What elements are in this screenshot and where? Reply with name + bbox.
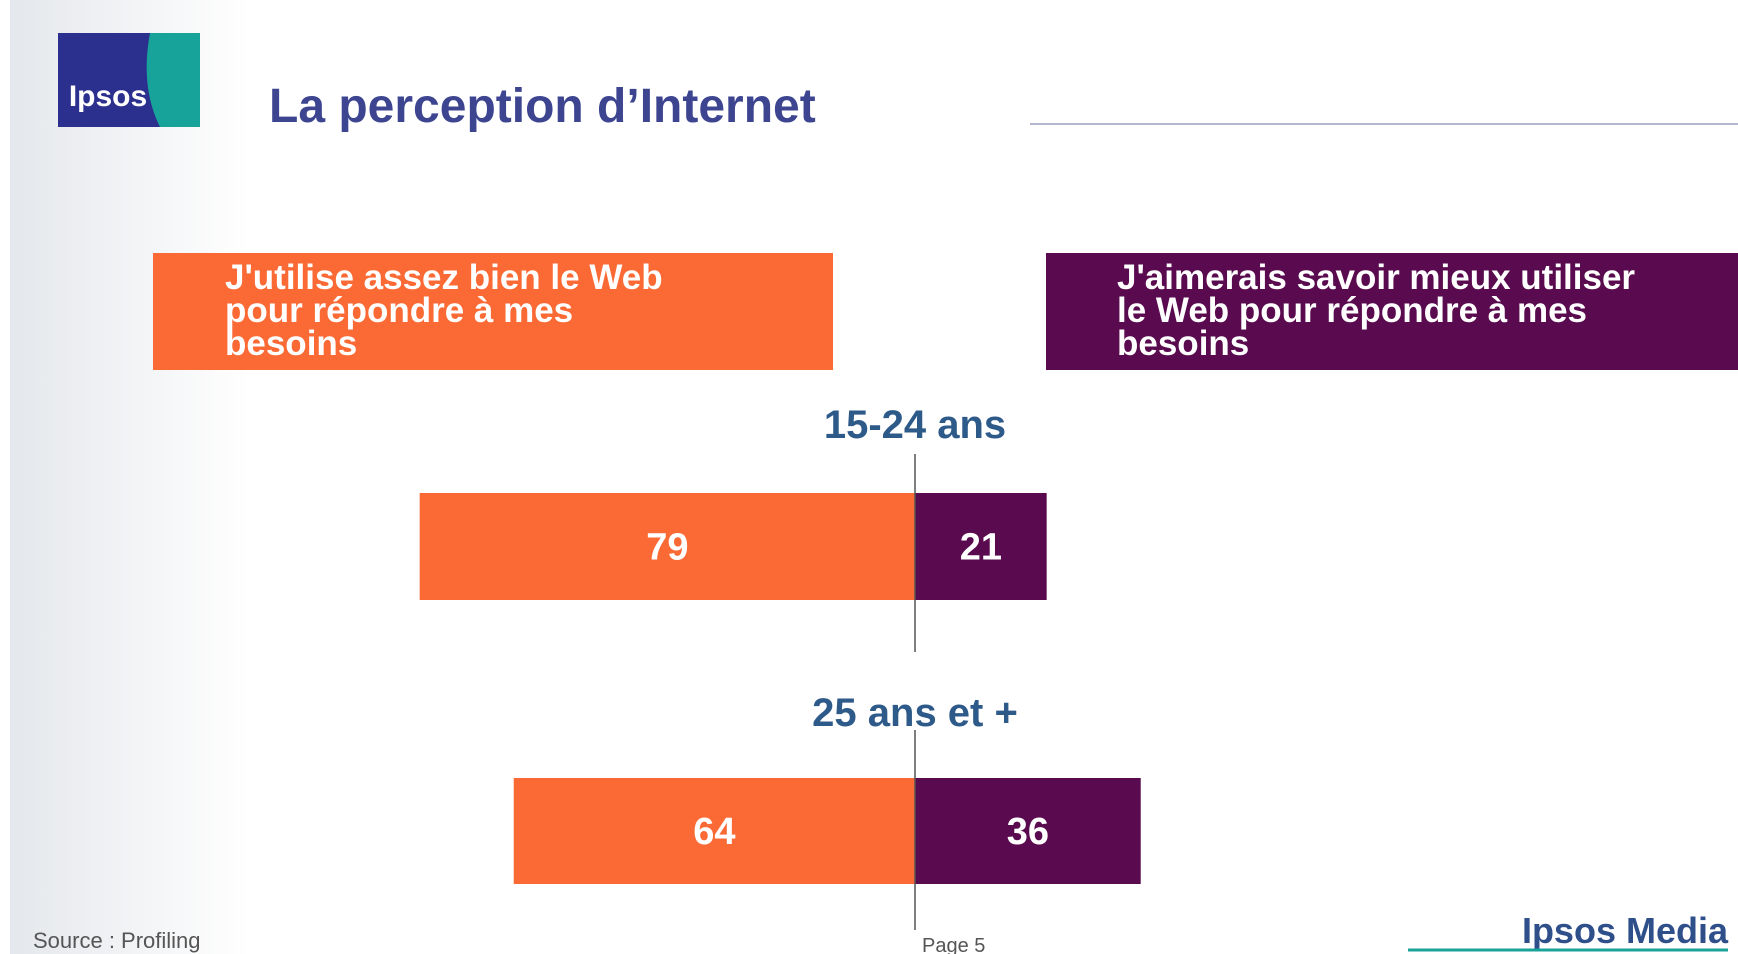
brand: Ipsos Media (1522, 910, 1729, 951)
logo-text: Ipsos (69, 80, 147, 113)
page-number: Page 5 (922, 935, 985, 954)
value-label: 21 (960, 527, 1002, 569)
chart: Ipsos La perception d’Internet Source : … (0, 0, 1738, 954)
source: Source : Profiling (33, 928, 201, 953)
category-label: 25 ans et + (812, 691, 1018, 735)
legend-item: J'utilise assez bien le Web pour répondr… (153, 253, 833, 370)
logo-accent (147, 33, 200, 127)
side-decoration (10, 0, 250, 954)
category-label: 15-24 ans (824, 403, 1006, 447)
value-label: 36 (1007, 811, 1049, 853)
chart-title: La perception d’Internet (269, 80, 816, 133)
value-label: 79 (646, 527, 688, 569)
legend-item: J'aimerais savoir mieux utiliser le Web … (1046, 253, 1738, 370)
legend-text: J'aimerais savoir mieux utiliser le Web … (1117, 261, 1638, 360)
slide: Ipsos La perception d’Internet Source : … (0, 0, 1738, 954)
legend-text: J'utilise assez bien le Web pour répondr… (225, 261, 693, 360)
value-label: 64 (693, 811, 735, 853)
